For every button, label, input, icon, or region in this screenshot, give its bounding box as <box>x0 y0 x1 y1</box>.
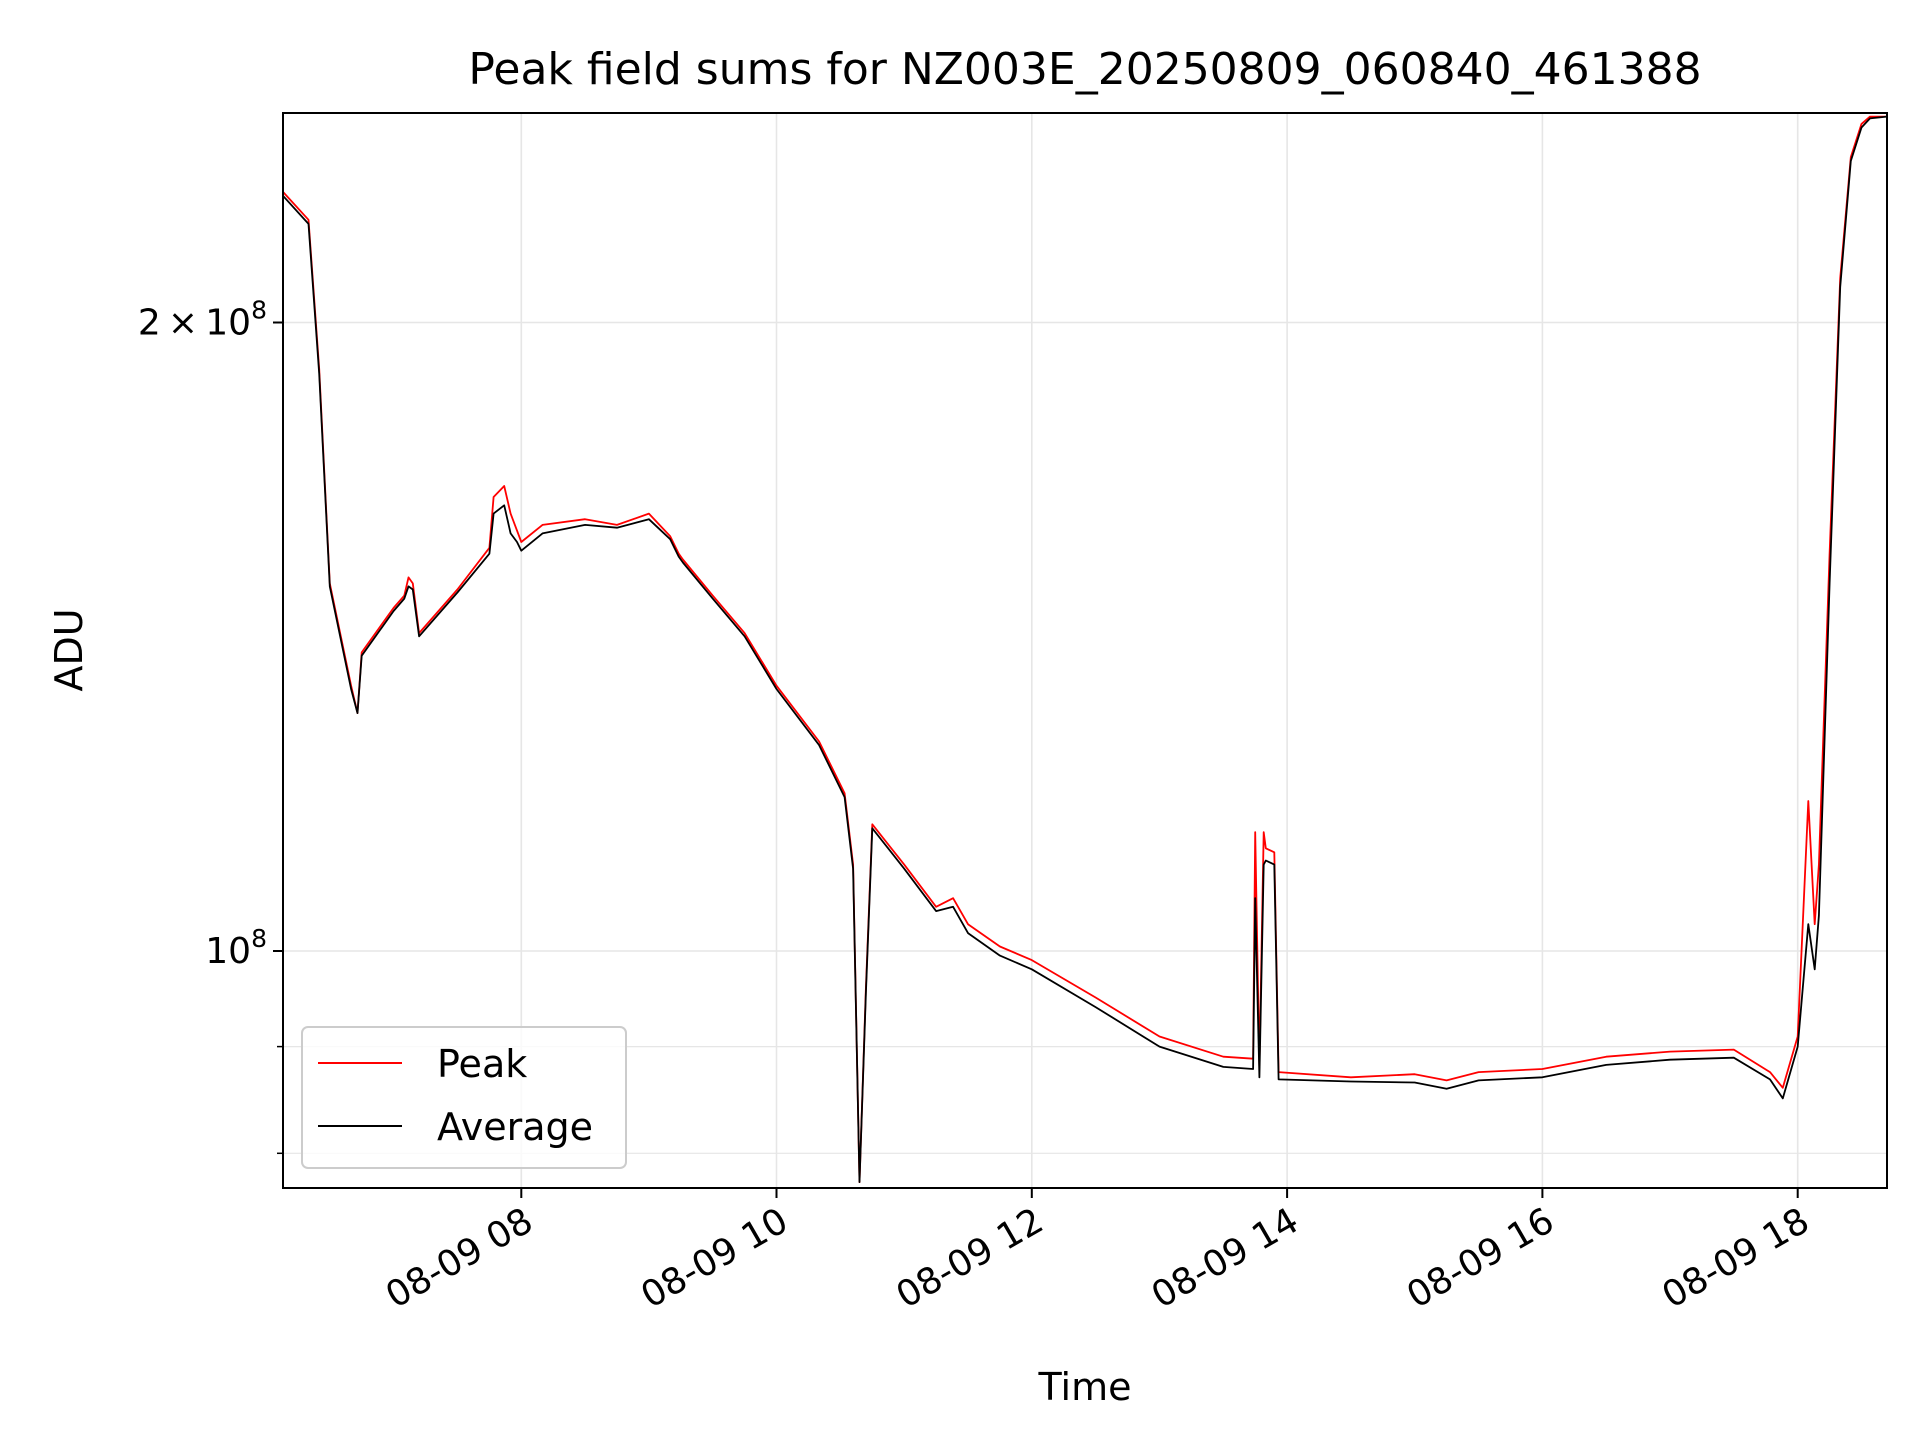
y-axis-label: ADU <box>47 608 91 691</box>
plot-frame <box>282 112 1888 1189</box>
series-line-average <box>283 115 1887 1183</box>
chart-title: Peak field sums for NZ003E_20250809_0608… <box>468 44 1701 95</box>
y-tick-label: 108 <box>205 924 267 972</box>
legend: Peak Average <box>301 1026 627 1169</box>
y-axis: 108 2 × 108 <box>138 296 283 1155</box>
y-tick-label: 2 × 108 <box>138 296 267 344</box>
series-line-peak <box>283 115 1887 1183</box>
x-axis-label: Time <box>1038 1365 1132 1409</box>
legend-label-peak: Peak <box>437 1042 527 1086</box>
grid <box>283 113 1887 1188</box>
series-layer <box>283 115 1887 1183</box>
legend-label-average: Average <box>437 1105 593 1149</box>
